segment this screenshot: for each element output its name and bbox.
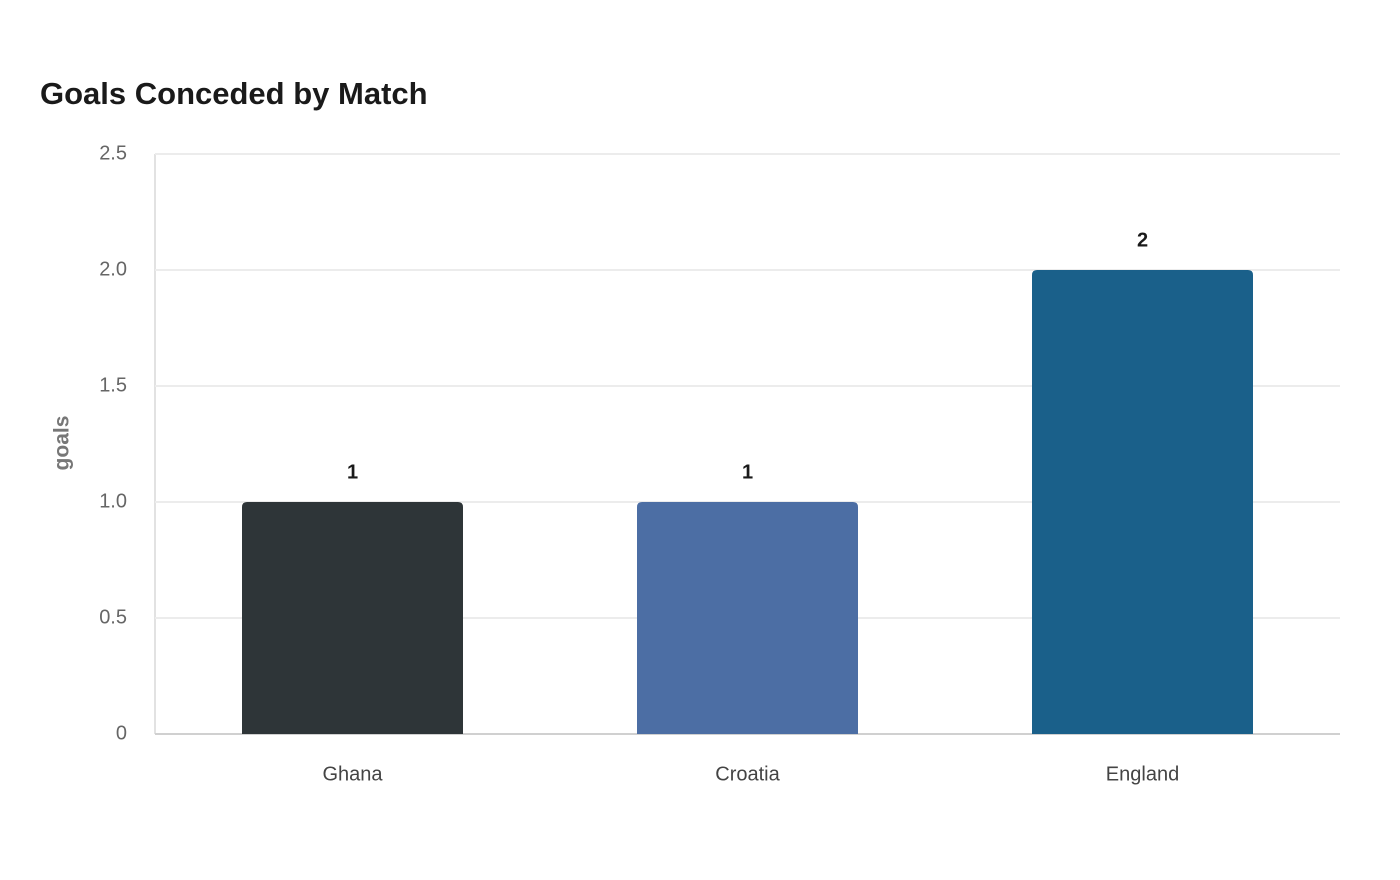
y-tick-label: 1.0: [99, 490, 127, 512]
y-tick-label: 0.5: [99, 606, 127, 628]
chart-title: Goals Conceded by Match: [40, 76, 428, 111]
bar: [1032, 270, 1253, 734]
data-label: 1: [347, 461, 358, 483]
bar: [242, 502, 463, 734]
x-tick-label: Ghana: [322, 763, 383, 785]
data-label: 1: [742, 461, 753, 483]
bar: [637, 502, 858, 734]
data-label: 2: [1137, 229, 1148, 251]
y-tick-label: 2.5: [99, 142, 127, 164]
y-axis-label: goals: [51, 416, 74, 471]
x-tick-label: Croatia: [715, 763, 780, 785]
y-tick-label: 2.0: [99, 258, 127, 280]
y-tick-label: 0: [116, 722, 127, 744]
x-tick-label: England: [1106, 763, 1179, 785]
y-tick-label: 1.5: [99, 374, 127, 396]
